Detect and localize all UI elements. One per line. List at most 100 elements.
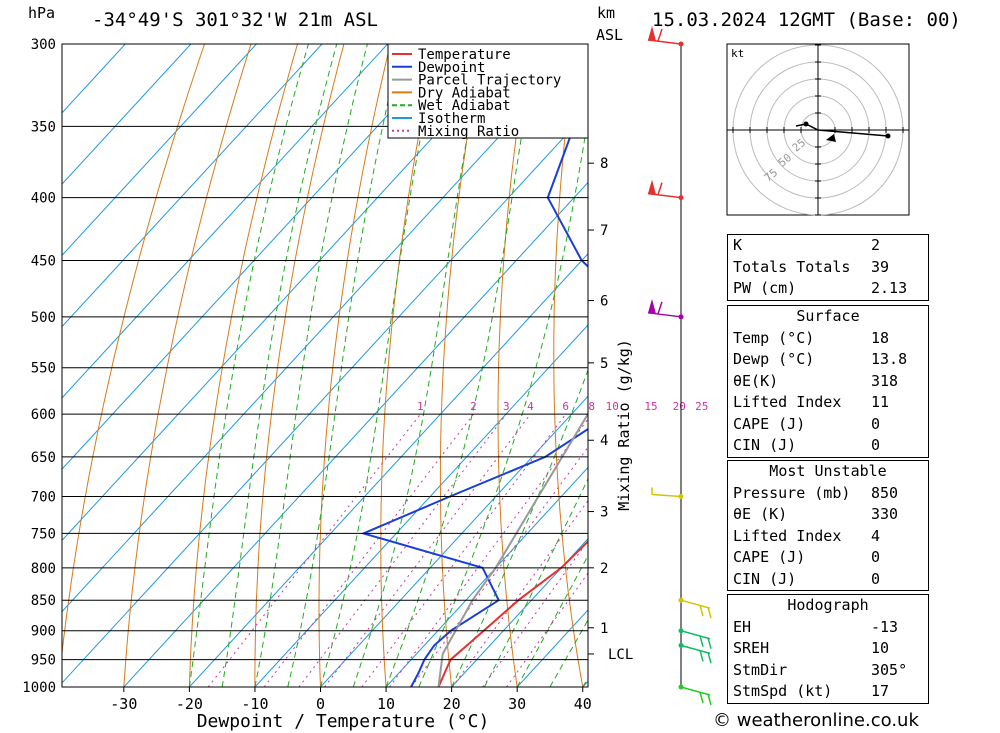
isotherm-line (189, 252, 588, 687)
surface-label: θE(K) (733, 371, 779, 390)
dry-adiabat-line (439, 44, 484, 687)
surface-label: CAPE (J) (733, 414, 806, 433)
isotherm-line (320, 395, 588, 687)
hodograph-label: SREH (733, 639, 770, 657)
hodograph-label: EH (733, 617, 752, 636)
wind-barb (651, 487, 684, 500)
pressure-tick-label: 450 (31, 254, 56, 270)
surface-value: 0 (871, 414, 881, 433)
km-tick-label: 1 (600, 621, 608, 637)
most-unstable-row: Lifted Index 4 (728, 526, 928, 548)
most-unstable-row: Pressure (mb) 850 (728, 483, 928, 505)
index-value: 39 (871, 257, 890, 276)
km-tick-label: 6 (600, 294, 608, 310)
x-tick-label: 10 (377, 695, 395, 713)
pressure-tick-label: 650 (31, 450, 56, 466)
legend-entry: Mixing Ratio (418, 124, 519, 140)
isotherm-line (62, 44, 126, 114)
legend-entry: Dry Adiabat (418, 85, 511, 101)
wind-barb (647, 179, 684, 201)
surface-row: CIN (J) 0 (728, 435, 928, 457)
surface-value: 18 (871, 328, 890, 347)
surface-row: Temp (°C) 18 (728, 328, 928, 350)
isotherm-line (385, 466, 588, 687)
mixing-ratio-label: 1 (417, 400, 424, 413)
most-unstable-label: Pressure (mb) (733, 483, 851, 502)
mixing-ratio-line (482, 539, 588, 687)
isotherm-line (62, 44, 520, 542)
hodograph-value: -13 (871, 617, 899, 636)
hodograph-trace (795, 123, 889, 137)
mixing-ratio-line (410, 446, 588, 687)
legend-entry: Dewpoint (418, 60, 485, 76)
x-tick-label: -30 (110, 695, 137, 713)
isotherm-line (62, 44, 585, 613)
wet-adiabat-line (483, 477, 588, 687)
pressure-tick-label: 350 (31, 119, 56, 135)
most-unstable-row: CIN (J) 0 (728, 569, 928, 591)
index-value: 2.13 (871, 279, 908, 297)
hodograph-value: 10 (871, 639, 890, 657)
pressure-tick-label: 900 (31, 624, 56, 640)
x-tick-label: 0 (316, 695, 325, 713)
surface-title: Surface (796, 307, 860, 325)
surface-table: Surface Temp (°C) 18 Dewp (°C) 13.8 θE(K) 318… (727, 305, 929, 458)
hodograph-row: SREH 10 (728, 638, 928, 660)
x-tick-label: -10 (241, 695, 268, 713)
index-label: K (733, 236, 743, 254)
wind-barb (678, 597, 712, 619)
surface-value: 0 (871, 436, 881, 454)
index-label: Totals Totals (733, 257, 851, 276)
hodograph-point (803, 121, 809, 127)
mixing-ratio-line (506, 572, 588, 687)
dry-adiabat-line (660, 44, 714, 687)
wind-barb (678, 642, 712, 664)
dry-adiabat-line (188, 44, 298, 687)
mixing-ratio-label: 25 (695, 400, 708, 413)
most-unstable-value: 4 (871, 526, 881, 545)
location-title: -34°49'S 301°32'W 21m ASL (92, 9, 378, 31)
mixing-ratio-line (389, 418, 588, 687)
pressure-tick-label: 950 (31, 653, 56, 669)
wet-adiabat-line (254, 44, 368, 687)
x-tick-label: -20 (176, 695, 203, 713)
hodograph-row: StmSpd (kt) 17 (728, 681, 928, 703)
pressure-tick-label: 300 (31, 37, 56, 53)
mixing-ratio-axis-label: Mixing Ratio (g/kg) (615, 339, 633, 511)
isotherm-line (62, 44, 192, 185)
most-unstable-label: Lifted Index (733, 526, 842, 545)
km-label: km (597, 4, 616, 22)
asl-label: ASL (596, 26, 624, 44)
mixing-ratio-label: 20 (673, 400, 686, 413)
km-tick-label: 8 (600, 156, 608, 172)
surface-label: Temp (°C) (733, 328, 815, 347)
most-unstable-value: 850 (871, 483, 899, 502)
isotherm-line (62, 44, 323, 328)
isotherm-line (62, 44, 257, 257)
pressure-tick-label: 500 (31, 310, 56, 326)
mixing-ratio-label: 15 (644, 400, 657, 413)
legend-entry: Isotherm (418, 111, 485, 127)
mixing-ratio-label: 2 (470, 400, 477, 413)
most-unstable-value: 0 (871, 569, 881, 588)
most-unstable-value: 330 (871, 505, 899, 523)
datetime-label: 15.03.2024 12GMT (Base: 00) (652, 9, 961, 31)
pressure-tick-label: 700 (31, 490, 56, 506)
hodograph-value: 305° (871, 660, 908, 679)
wet-adiabat-line (352, 44, 485, 687)
most-unstable-label: CAPE (J) (733, 548, 806, 566)
hodograph-point (885, 133, 891, 139)
isotherm-line (451, 538, 588, 687)
dry-adiabat-line (948, 44, 1000, 687)
surface-row: CAPE (J) 0 (728, 414, 928, 436)
legend-entry: Temperature (418, 47, 511, 63)
hodograph-label: StmDir (733, 660, 788, 679)
pressure-tick-label: 1000 (22, 680, 56, 696)
surface-row: θE(K) 318 (728, 371, 928, 393)
km-tick-label: 7 (600, 223, 608, 239)
hodograph-title: Hodograph (787, 596, 869, 614)
